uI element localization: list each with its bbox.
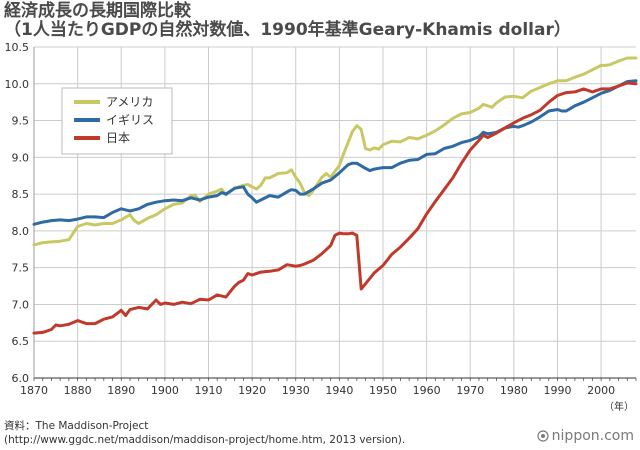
y-tick-label: 9.5 bbox=[12, 115, 30, 128]
y-tick-label: 7.5 bbox=[12, 262, 30, 275]
legend-label: 日本 bbox=[106, 131, 130, 145]
x-axis-unit: （年） bbox=[604, 400, 634, 413]
x-tick-label: 1950 bbox=[369, 384, 397, 397]
x-tick-label: 1940 bbox=[325, 384, 353, 397]
series-line-イギリス bbox=[32, 79, 638, 226]
x-tick-label: 1930 bbox=[282, 384, 310, 397]
x-tick-label: 1890 bbox=[107, 384, 135, 397]
brand-logo: nippon.com bbox=[537, 428, 634, 444]
x-tick-label: 1970 bbox=[456, 384, 484, 397]
y-tick-label: 6.5 bbox=[12, 335, 30, 348]
source-note: 資料：The Maddison-Project (http://www.ggdc… bbox=[4, 419, 405, 447]
legend-label: イギリス bbox=[106, 113, 154, 127]
source-line-2: (http://www.ggdc.net/maddison/maddison-p… bbox=[4, 434, 406, 446]
x-tick-label: 1980 bbox=[500, 384, 528, 397]
x-tick-label: 1870 bbox=[20, 384, 48, 397]
y-tick-label: 9.0 bbox=[12, 151, 30, 164]
nippon-logo-icon bbox=[537, 430, 549, 442]
x-tick-label: 1880 bbox=[64, 384, 92, 397]
chart-title: 経済成長の長期国際比較 bbox=[4, 1, 191, 21]
x-tick-label: 1920 bbox=[238, 384, 266, 397]
x-tick-label: 1960 bbox=[413, 384, 441, 397]
series-line-アメリカ bbox=[32, 56, 638, 247]
chart-subtitle: （1人当たりGDPの自然対数値、1990年基準Geary-Khamis doll… bbox=[4, 20, 571, 40]
source-line-1: 資料：The Maddison-Project bbox=[4, 420, 149, 432]
x-tick-label: 1990 bbox=[543, 384, 571, 397]
x-tick-label: 1900 bbox=[151, 384, 179, 397]
y-tick-label: 8.0 bbox=[12, 225, 30, 238]
y-tick-label: 6.0 bbox=[12, 372, 30, 385]
y-tick-label: 10.0 bbox=[5, 78, 30, 91]
y-tick-label: 8.5 bbox=[12, 188, 30, 201]
legend-label: アメリカ bbox=[106, 95, 153, 109]
series-line-日本 bbox=[32, 81, 638, 335]
x-tick-label: 2000 bbox=[587, 384, 615, 397]
y-tick-label: 10.5 bbox=[5, 41, 30, 54]
brand-name: nippon.com bbox=[551, 428, 634, 444]
y-tick-label: 7.0 bbox=[12, 298, 30, 311]
x-tick-label: 1910 bbox=[194, 384, 222, 397]
